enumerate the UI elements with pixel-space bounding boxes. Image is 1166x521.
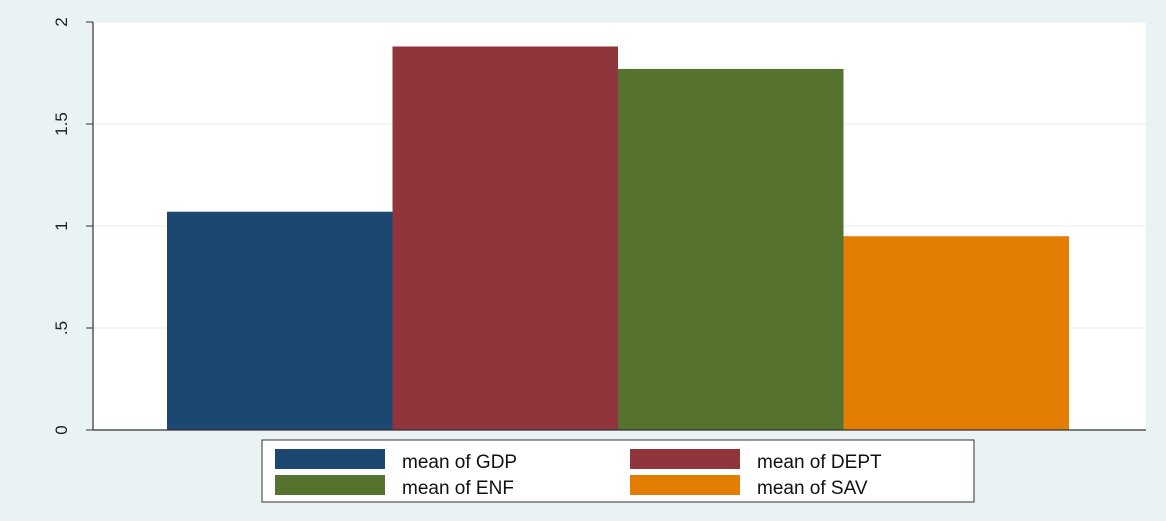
legend-key [630, 475, 740, 495]
legend-key [275, 475, 385, 495]
axes: 0 .5 1 1.5 2 [52, 17, 1146, 435]
legend-key [275, 449, 385, 469]
legend-label: mean of SAV [757, 478, 868, 499]
bar-mean-of-gdp [167, 211, 393, 430]
bar-mean-of-sav [843, 236, 1069, 430]
y-tick-label: 1.5 [52, 112, 71, 136]
y-tick-label: 2 [52, 17, 71, 26]
y-tick-label: 0 [52, 425, 71, 434]
legend-key [630, 449, 740, 469]
bar-mean-of-dept [392, 46, 618, 430]
legend: mean of GDP mean of DEPT mean of ENF mean o… [261, 439, 975, 503]
y-tick-label: .5 [52, 321, 71, 335]
bars [167, 46, 1069, 431]
y-tick-label: 1 [52, 221, 71, 230]
legend-label: mean of ENF [402, 478, 514, 499]
legend-label: mean of GDP [402, 452, 517, 473]
legend-label: mean of DEPT [757, 452, 882, 473]
bar-mean-of-enf [618, 68, 844, 431]
